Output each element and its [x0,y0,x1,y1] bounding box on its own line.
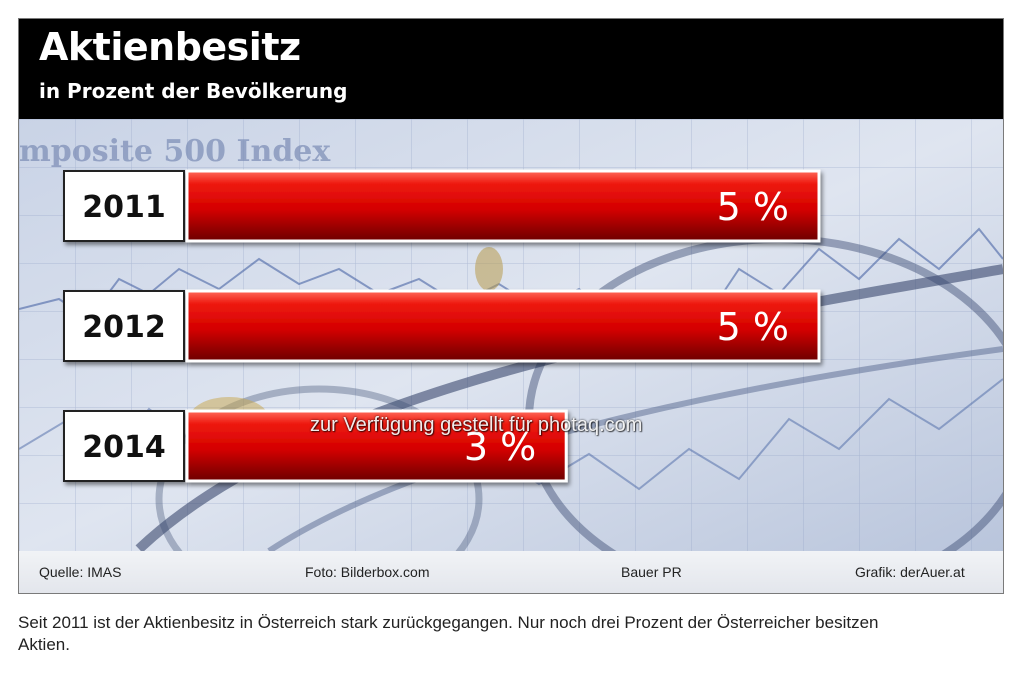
bar-2014 [185,409,568,483]
footer-credits: Quelle: IMAS Foto: Bilderbox.com Bauer P… [19,551,1003,593]
bar-chart: 2011 5 % 2012 5 % 2014 3 % [63,169,821,483]
bar-2012 [185,289,821,363]
caption-text: Seit 2011 ist der Aktienbesitz in Österr… [18,613,879,654]
year-label: 2012 [82,310,166,345]
year-label-box [63,410,185,482]
year-label-box [63,170,185,242]
chart-title: Aktienbesitz [39,25,301,69]
background-index-text: mposite 500 Index [19,134,331,169]
header-banner: Aktienbesitz in Prozent der Bevölkerung [19,19,1003,119]
agency-credit: Bauer PR [621,564,682,580]
value-label-2011: 5 % [717,185,789,229]
chart-subtitle: in Prozent der Bevölkerung [39,79,348,103]
infographic-frame: Aktienbesitz in Prozent der Bevölkerung … [18,18,1004,594]
value-label-2012: 5 % [717,305,789,349]
year-label: 2014 [82,430,166,465]
graphic-credit: Grafik: derAuer.at [855,564,965,580]
bar-2011 [185,169,821,243]
year-label-box [63,290,185,362]
source-credit: Quelle: IMAS [39,564,122,580]
photo-credit: Foto: Bilderbox.com [305,564,430,580]
value-label-2014: 3 % [464,425,536,469]
year-label: 2011 [82,190,166,225]
watermark-text: zur Verfügung gestellt für photaq.com [310,414,643,436]
